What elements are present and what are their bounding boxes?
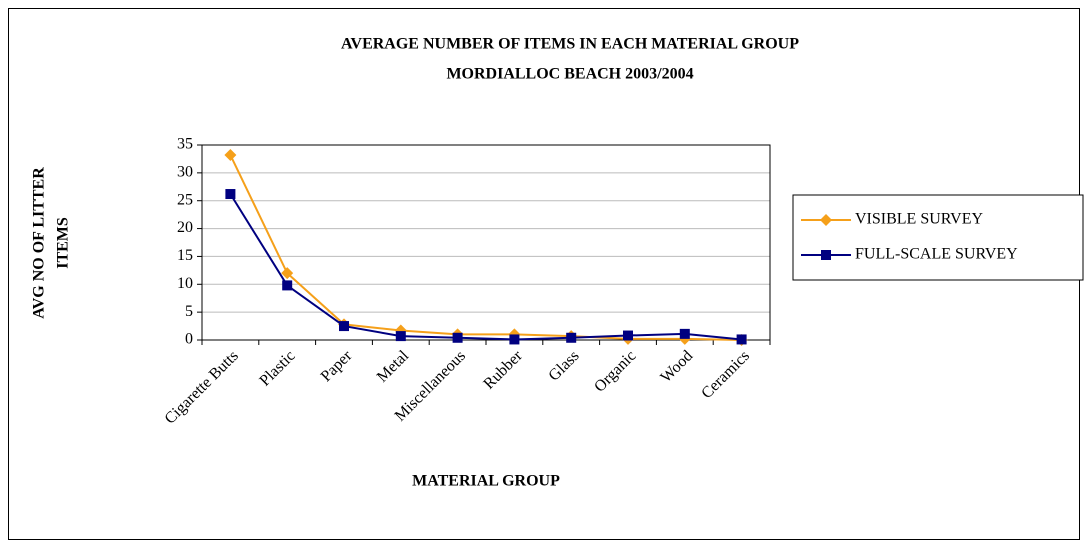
point	[679, 328, 690, 339]
point	[566, 332, 577, 343]
y-tick-label: 0	[185, 331, 193, 348]
legend-box	[792, 194, 1084, 281]
point	[395, 331, 406, 342]
x-axis-label: MATERIAL GROUP	[412, 473, 560, 490]
y-tick-label: 25	[177, 191, 193, 208]
y-axis-label: ITEMS	[55, 217, 72, 269]
point	[224, 149, 237, 162]
y-tick-label: 30	[177, 164, 193, 181]
point	[509, 334, 520, 345]
point	[282, 280, 293, 291]
series-line	[229, 154, 742, 341]
legend-marker	[820, 214, 832, 226]
point	[623, 330, 633, 341]
y-tick-label: 35	[177, 136, 193, 153]
legend-label: VISIBLE SURVEY	[855, 211, 984, 228]
point	[281, 267, 294, 280]
point	[452, 332, 463, 343]
legend-label: FULL-SCALE SURVEY	[855, 246, 1018, 263]
y-tick-label: 5	[185, 303, 193, 320]
y-tick-label: 20	[177, 219, 193, 236]
chart-subtitle: MORDIALLOC BEACH 2003/2004	[446, 66, 693, 83]
point	[339, 321, 349, 332]
point	[225, 189, 236, 200]
y-tick-label: 15	[177, 247, 193, 264]
y-tick-label: 10	[177, 275, 193, 292]
point	[736, 334, 747, 345]
chart-title: AVERAGE NUMBER OF ITEMS IN EACH MATERIAL…	[341, 36, 799, 53]
series-line	[229, 193, 742, 341]
legend-marker	[821, 250, 831, 260]
y-axis-label: AVG NO OF LITTER	[31, 167, 48, 319]
